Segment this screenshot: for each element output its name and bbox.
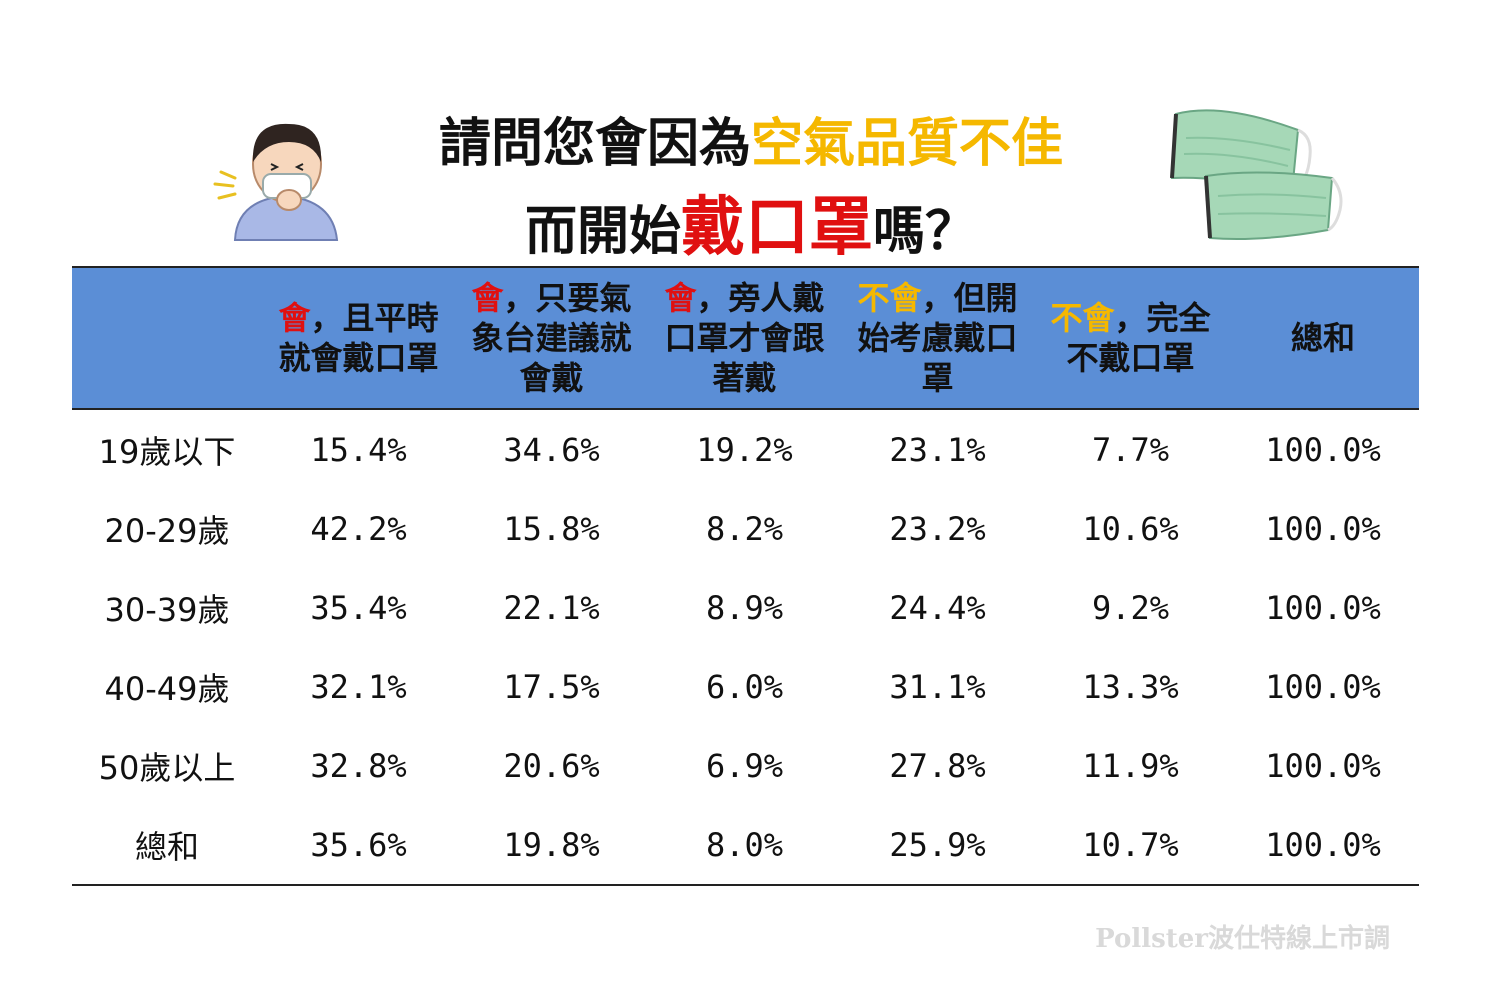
table-cell: 9.2% bbox=[1091, 588, 1170, 627]
table-cell: 32.1% bbox=[310, 667, 407, 706]
table-cell: 100.0% bbox=[1265, 588, 1381, 627]
table-cell: 23.1% bbox=[889, 430, 986, 469]
row-label: 50歲以上 bbox=[98, 748, 236, 787]
header-col-2: 會，只要氣象台建議就會戴 bbox=[455, 266, 648, 410]
table-cell: 8.9% bbox=[705, 588, 784, 627]
table-cell: 11.9% bbox=[1082, 746, 1179, 785]
title-line-2: 而開始戴口罩嗎？ bbox=[0, 196, 1502, 264]
header-col-4: 不會，但開始考慮戴口罩 bbox=[841, 266, 1034, 410]
table-cell: 8.2% bbox=[705, 509, 784, 548]
table-cell: 6.9% bbox=[705, 746, 784, 785]
table-cell: 31.1% bbox=[889, 667, 986, 706]
table-cell: 15.8% bbox=[503, 509, 600, 548]
table-cell: 10.6% bbox=[1082, 509, 1179, 548]
table-row: 30-39歲 35.4% 22.1% 8.9% 24.4% 9.2% 100.0% bbox=[72, 568, 1419, 647]
table-cell: 22.1% bbox=[503, 588, 600, 627]
source-watermark: Pollster波仕特線上市調 bbox=[1095, 924, 1390, 954]
table-cell: 35.6% bbox=[262, 805, 455, 886]
face-mask-icon bbox=[1170, 109, 1343, 240]
title-line-1: 請問您會因為空氣品質不佳 bbox=[0, 112, 1502, 176]
table-cell: 8.0% bbox=[648, 805, 841, 886]
table-cell: 100.0% bbox=[1265, 509, 1381, 548]
row-label: 總和 bbox=[72, 805, 262, 886]
table-cell: 25.9% bbox=[841, 805, 1034, 886]
table-row: 19歲以下 15.4% 34.6% 19.2% 23.1% 7.7% 100.0% bbox=[72, 409, 1419, 489]
table-row: 40-49歲 32.1% 17.5% 6.0% 31.1% 13.3% 100.0% bbox=[72, 647, 1419, 726]
table-cell: 10.7% bbox=[1034, 805, 1227, 886]
title-prefix-2: 而開始 bbox=[524, 202, 681, 262]
title-highlight-mask: 戴口罩 bbox=[681, 191, 873, 265]
table-cell: 20.6% bbox=[503, 746, 600, 785]
table-row: 總和 35.6% 19.8% 8.0% 25.9% 10.7% 100.0% bbox=[72, 805, 1419, 886]
results-table: 會，且平時就會戴口罩 會，只要氣象台建議就會戴 會，旁人戴口罩才會跟著戴 不會，… bbox=[72, 266, 1419, 886]
title-highlight-air-quality: 空氣品質不佳 bbox=[751, 114, 1064, 174]
table-cell: 34.6% bbox=[503, 430, 600, 469]
table-cell: 13.3% bbox=[1082, 667, 1179, 706]
row-label: 19歲以下 bbox=[98, 432, 236, 471]
table-header-row: 會，且平時就會戴口罩 會，只要氣象台建議就會戴 會，旁人戴口罩才會跟著戴 不會，… bbox=[72, 266, 1419, 410]
table-cell: 35.4% bbox=[310, 588, 407, 627]
header-col-5: 不會，完全不戴口罩 bbox=[1034, 266, 1227, 410]
row-label: 40-49歲 bbox=[104, 669, 230, 708]
row-label: 30-39歲 bbox=[104, 590, 230, 629]
table-cell: 7.7% bbox=[1091, 430, 1170, 469]
table-cell: 17.5% bbox=[503, 667, 600, 706]
table-cell: 100.0% bbox=[1227, 805, 1419, 886]
table-cell: 42.2% bbox=[310, 509, 407, 548]
header-corner bbox=[72, 266, 262, 410]
table-cell: 23.2% bbox=[889, 509, 986, 548]
table-row: 20-29歲 42.2% 15.8% 8.2% 23.2% 10.6% 100.0% bbox=[72, 489, 1419, 568]
table-cell: 19.2% bbox=[696, 430, 793, 469]
table-cell: 32.8% bbox=[310, 746, 407, 785]
header-col-1: 會，且平時就會戴口罩 bbox=[262, 266, 455, 410]
table-cell: 15.4% bbox=[310, 430, 407, 469]
title-suffix: 嗎？ bbox=[873, 202, 978, 262]
sick-person-icon bbox=[213, 123, 339, 241]
table-cell: 19.8% bbox=[455, 805, 648, 886]
row-label: 20-29歲 bbox=[104, 511, 230, 550]
header-col-total: 總和 bbox=[1227, 266, 1419, 410]
table-cell: 27.8% bbox=[889, 746, 986, 785]
table-cell: 100.0% bbox=[1265, 430, 1381, 469]
table-cell: 6.0% bbox=[705, 667, 784, 706]
table-cell: 24.4% bbox=[889, 588, 986, 627]
table-cell: 100.0% bbox=[1265, 746, 1381, 785]
title-prefix: 請問您會因為 bbox=[438, 114, 751, 174]
header-col-3: 會，旁人戴口罩才會跟著戴 bbox=[648, 266, 841, 410]
table-row: 50歲以上 32.8% 20.6% 6.9% 27.8% 11.9% 100.0% bbox=[72, 726, 1419, 805]
table-cell: 100.0% bbox=[1265, 667, 1381, 706]
